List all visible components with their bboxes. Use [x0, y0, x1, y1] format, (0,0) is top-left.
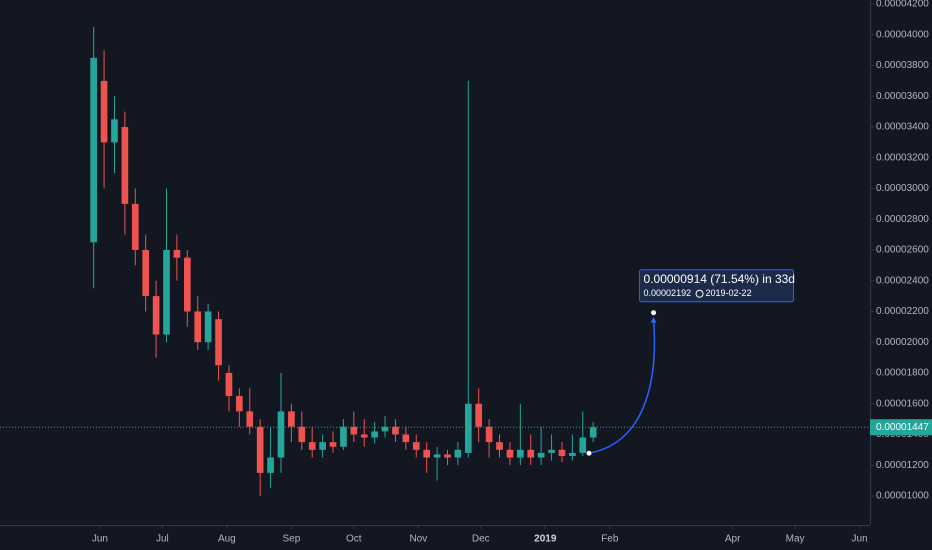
- candle-body: [308, 442, 316, 450]
- x-tick-label: Aug: [218, 534, 236, 545]
- projection-date: 2019-02-22: [706, 288, 752, 298]
- x-tick-label: Sep: [282, 534, 300, 545]
- candle-body: [444, 454, 451, 458]
- candle-body: [246, 411, 254, 427]
- last-price-box: [870, 419, 932, 436]
- candle-body: [225, 372, 233, 397]
- candle-body: [496, 442, 503, 450]
- candle-body: [142, 249, 150, 297]
- x-tick-label: Jun: [852, 534, 868, 545]
- clock-icon: [695, 289, 704, 298]
- candle-body: [121, 126, 129, 204]
- x-tick-label: Nov: [409, 534, 427, 545]
- y-tick-label: 0.00003800: [876, 60, 929, 71]
- y-tick-label: 0.00001600: [876, 398, 929, 409]
- candle-body: [163, 249, 170, 335]
- projection-arrow: [650, 316, 657, 323]
- candle-body: [267, 457, 274, 473]
- y-tick-label: 0.00003200: [876, 152, 929, 163]
- projection-label: 0.00000914 (71.54%) in 33d: [644, 272, 795, 286]
- candle-body: [100, 80, 108, 143]
- candle-body: [173, 249, 181, 258]
- candle-body: [340, 426, 347, 447]
- y-tick-label: 0.00002600: [876, 245, 929, 256]
- candle-body: [298, 426, 306, 443]
- candle-body: [558, 449, 566, 456]
- candle-body: [360, 434, 368, 438]
- y-tick-label: 0.00002000: [876, 337, 929, 348]
- candle-body: [423, 449, 431, 458]
- candle-body: [194, 311, 202, 343]
- x-tick-label: Dec: [472, 534, 490, 545]
- candle-body: [256, 426, 264, 473]
- candle-body: [288, 411, 295, 427]
- x-tick-label: 2019: [534, 534, 557, 545]
- candle-body: [381, 426, 389, 432]
- candle-body: [517, 449, 524, 458]
- projection-start: [586, 450, 592, 456]
- projection-price: 0.00002192: [644, 288, 692, 298]
- candle-body: [537, 452, 545, 458]
- y-tick-label: 0.00001200: [876, 460, 929, 471]
- candle-body: [485, 426, 493, 443]
- candle-body: [204, 311, 212, 343]
- candle-body: [412, 442, 420, 450]
- candle-body: [402, 434, 410, 443]
- candle-body: [215, 319, 222, 366]
- projection-end: [651, 310, 657, 316]
- y-tick-label: 0.00001800: [876, 368, 929, 379]
- y-tick-label: 0.00001000: [876, 491, 929, 502]
- candle-body: [433, 454, 441, 458]
- candle-body: [183, 257, 191, 312]
- candle-body: [329, 442, 337, 447]
- candle-body: [131, 203, 139, 250]
- y-tick-label: 0.00002800: [876, 214, 929, 225]
- candle-body: [371, 431, 378, 438]
- candle-body: [475, 403, 483, 427]
- y-tick-label: 0.00003600: [876, 91, 929, 102]
- candle-body: [236, 396, 243, 412]
- y-tick-label: 0.00002200: [876, 306, 929, 317]
- candle-body: [319, 442, 326, 450]
- projection-box: [639, 269, 795, 303]
- candle-body: [527, 449, 535, 458]
- y-tick-label: 0.00003000: [876, 183, 929, 194]
- projection-curve: [588, 318, 656, 454]
- y-tick-label: 0.00002400: [876, 275, 929, 286]
- candle-body: [506, 449, 514, 458]
- x-tick-label: Feb: [601, 534, 619, 545]
- x-tick-label: Apr: [725, 534, 741, 545]
- candle-body: [589, 427, 597, 438]
- candle-body: [152, 296, 160, 335]
- x-tick-label: Oct: [346, 534, 362, 545]
- last-price-label: 0.00001447: [876, 422, 929, 433]
- candle-body: [111, 119, 118, 143]
- candle-body: [548, 449, 555, 453]
- y-tick-label: 0.00004200: [876, 0, 929, 10]
- x-tick-label: Jul: [156, 534, 169, 545]
- candle-body: [454, 449, 462, 458]
- y-tick-label: 0.00004000: [876, 29, 929, 40]
- candle-body: [464, 403, 472, 453]
- x-tick-label: May: [786, 534, 805, 545]
- candle-body: [579, 437, 587, 453]
- candle-body: [350, 426, 358, 435]
- candle-body: [277, 411, 285, 458]
- candle-body: [569, 452, 576, 456]
- x-tick-label: Jun: [92, 534, 108, 545]
- candle-body: [90, 57, 97, 243]
- y-tick-label: 0.00003400: [876, 122, 929, 133]
- candle-body: [392, 426, 399, 435]
